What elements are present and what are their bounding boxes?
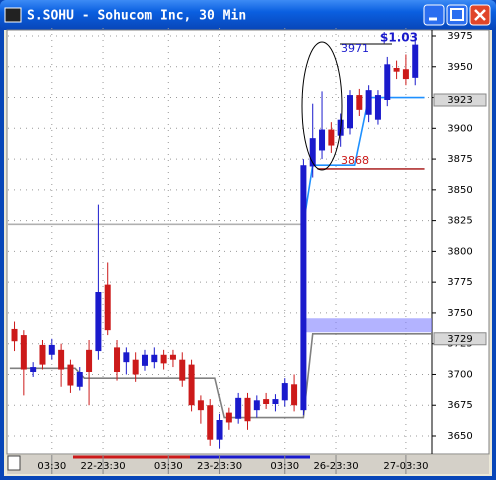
candle-body — [402, 69, 409, 80]
y-tick-label: 3700 — [447, 369, 472, 380]
candle-body — [86, 349, 93, 372]
x-tick-label: 03:30 — [37, 461, 66, 472]
x-tick-label: 03:30 — [154, 461, 183, 472]
y-tick-label: 3875 — [447, 154, 472, 165]
y-tick-label: 3750 — [447, 308, 472, 319]
candle-body — [95, 292, 102, 352]
y-tick-label: 3650 — [447, 431, 472, 442]
candle-body — [291, 384, 298, 406]
candle-body — [151, 354, 158, 363]
candle-body — [225, 412, 232, 423]
price-marker — [433, 93, 487, 107]
candle-body — [244, 397, 251, 422]
app-icon — [4, 7, 22, 23]
annotation: 3971 — [341, 42, 369, 55]
candle-body — [300, 165, 307, 411]
candle-body — [160, 354, 167, 364]
price-marker-label: 3923 — [447, 95, 472, 106]
candle-body — [188, 364, 195, 406]
candle-body — [207, 405, 214, 440]
annotation: 3868 — [341, 154, 369, 167]
annotation-ellipse — [301, 41, 343, 171]
candle-body — [346, 95, 353, 129]
candle-body — [235, 397, 242, 419]
y-tick-label: 3975 — [447, 31, 472, 42]
candle-body — [67, 364, 74, 386]
candle-body — [58, 349, 65, 370]
candle-body — [76, 372, 83, 387]
candle-body — [374, 95, 381, 120]
candle-body — [11, 328, 18, 342]
candle-body — [132, 359, 139, 375]
y-tick-label: 3850 — [447, 185, 472, 196]
x-tick-label: 22-23:30 — [80, 461, 125, 472]
checkbox[interactable] — [7, 455, 21, 471]
candle-body — [412, 44, 419, 78]
y-tick-label: 3900 — [447, 123, 472, 134]
window-title: S.SOHU - Sohucom Inc, 30 Min — [27, 9, 246, 24]
candle-body — [253, 400, 260, 411]
candle-body — [30, 367, 37, 372]
maximize-icon — [450, 8, 464, 21]
plot-background — [6, 29, 490, 455]
candle-body — [114, 347, 121, 372]
close-icon — [474, 9, 486, 21]
minimize-button[interactable] — [423, 4, 445, 26]
y-tick-label: 3950 — [447, 62, 472, 73]
candle-body — [328, 129, 335, 146]
y-tick-label: 3825 — [447, 216, 472, 227]
candle-body — [39, 344, 46, 365]
plot — [8, 28, 432, 452]
candle-body — [179, 359, 186, 381]
candle-body — [123, 352, 130, 363]
candle-body — [216, 420, 223, 440]
candle-body — [393, 68, 400, 72]
candle-body — [197, 400, 204, 411]
candle-body — [272, 399, 279, 404]
candle-body — [263, 399, 270, 404]
candle-body — [365, 90, 372, 115]
y-tick-label: 3775 — [447, 277, 472, 288]
annotation: $1.03 — [380, 31, 418, 45]
candle-body — [384, 64, 391, 100]
candle-body — [356, 95, 363, 110]
y-tick-label: 3800 — [447, 246, 472, 257]
price-marker-label: 3729 — [447, 334, 472, 345]
title-bar — [0, 0, 496, 30]
overlay-line — [9, 333, 432, 419]
candle-body — [20, 335, 27, 370]
candle-body — [309, 138, 316, 167]
x-tick-label: 23-23:30 — [197, 461, 242, 472]
price-marker — [433, 332, 487, 346]
candle-body — [319, 129, 326, 151]
candle-body — [141, 354, 148, 366]
x-tick-label: 26-23:30 — [313, 461, 358, 472]
window-buttons — [423, 4, 491, 26]
candle-body — [169, 354, 176, 360]
candle-body — [48, 344, 55, 355]
y-tick-label: 3675 — [447, 400, 472, 411]
x-tick-label: 27-03:30 — [383, 461, 428, 472]
x-axis-strip — [7, 455, 489, 474]
x-tick-label: 03:30 — [270, 461, 299, 472]
candle-body — [104, 284, 111, 331]
candle-body — [281, 383, 288, 401]
